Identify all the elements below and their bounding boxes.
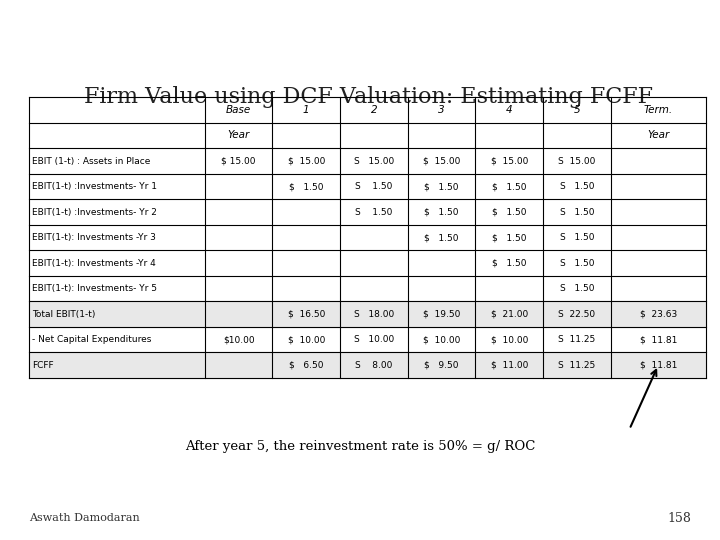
- Text: S   10.00: S 10.00: [354, 335, 394, 344]
- Text: 2: 2: [371, 105, 377, 115]
- Text: FCFF: FCFF: [32, 361, 54, 370]
- Text: S    1.50: S 1.50: [355, 207, 392, 217]
- Text: $  11.00: $ 11.00: [490, 361, 528, 370]
- Text: $  19.50: $ 19.50: [423, 309, 460, 319]
- Text: 4: 4: [506, 105, 513, 115]
- Text: $  15.00: $ 15.00: [423, 157, 460, 166]
- Text: S   1.50: S 1.50: [559, 207, 594, 217]
- Text: 1: 1: [303, 105, 310, 115]
- Text: S    8.00: S 8.00: [355, 361, 392, 370]
- Text: EBIT(1-t) :Investments- Yr 1: EBIT(1-t) :Investments- Yr 1: [32, 182, 158, 191]
- Bar: [29, 301, 706, 327]
- Text: $   1.50: $ 1.50: [424, 207, 459, 217]
- Text: $  15.00: $ 15.00: [287, 157, 325, 166]
- Text: $   1.50: $ 1.50: [492, 259, 526, 268]
- Text: $  15.00: $ 15.00: [490, 157, 528, 166]
- Text: EBIT(1-t): Investments -Yr 4: EBIT(1-t): Investments -Yr 4: [32, 259, 156, 268]
- Text: EBIT(1-t) :Investments- Yr 2: EBIT(1-t) :Investments- Yr 2: [32, 207, 157, 217]
- Text: Firm Value using DCF Valuation: Estimating FCFF: Firm Value using DCF Valuation: Estimati…: [84, 85, 654, 107]
- Text: $10.00: $10.00: [222, 335, 254, 344]
- Text: $  10.00: $ 10.00: [287, 335, 325, 344]
- Text: $   9.50: $ 9.50: [424, 361, 459, 370]
- Text: $   1.50: $ 1.50: [492, 233, 526, 242]
- Text: $   1.50: $ 1.50: [289, 182, 323, 191]
- Text: $   1.50: $ 1.50: [424, 182, 459, 191]
- Text: $   1.50: $ 1.50: [492, 207, 526, 217]
- Text: Term.: Term.: [644, 105, 672, 115]
- Text: Year: Year: [647, 131, 670, 140]
- Text: S   1.50: S 1.50: [559, 182, 594, 191]
- Text: $ 15.00: $ 15.00: [221, 157, 256, 166]
- Text: $  21.00: $ 21.00: [491, 309, 528, 319]
- Text: $  11.81: $ 11.81: [639, 335, 677, 344]
- Text: $  10.00: $ 10.00: [423, 335, 460, 344]
- Text: $   1.50: $ 1.50: [492, 182, 526, 191]
- Text: $  11.81: $ 11.81: [639, 361, 677, 370]
- Text: S  11.25: S 11.25: [559, 335, 595, 344]
- Text: After year 5, the reinvestment rate is 50% = g/ ROC: After year 5, the reinvestment rate is 5…: [185, 440, 535, 453]
- Text: EBIT(1-t): Investments- Yr 5: EBIT(1-t): Investments- Yr 5: [32, 284, 158, 293]
- Text: Base: Base: [226, 105, 251, 115]
- Bar: [29, 353, 706, 378]
- Text: Aswath Damodaran: Aswath Damodaran: [29, 514, 140, 523]
- Text: S   1.50: S 1.50: [559, 233, 594, 242]
- Text: $   6.50: $ 6.50: [289, 361, 323, 370]
- Text: S   1.50: S 1.50: [559, 259, 594, 268]
- Text: S    1.50: S 1.50: [355, 182, 392, 191]
- Text: EBIT (1-t) : Assets in Place: EBIT (1-t) : Assets in Place: [32, 157, 150, 166]
- Text: $  16.50: $ 16.50: [287, 309, 325, 319]
- Text: 158: 158: [29, 70, 55, 83]
- Text: 5: 5: [574, 105, 580, 115]
- Text: S  11.25: S 11.25: [559, 361, 595, 370]
- Text: 3: 3: [438, 105, 445, 115]
- Text: S  15.00: S 15.00: [558, 157, 595, 166]
- Text: $   1.50: $ 1.50: [424, 233, 459, 242]
- Text: S   15.00: S 15.00: [354, 157, 394, 166]
- Text: Total EBIT(1-t): Total EBIT(1-t): [32, 309, 96, 319]
- Text: S   18.00: S 18.00: [354, 309, 394, 319]
- Text: 158: 158: [667, 512, 691, 525]
- Text: Year: Year: [228, 131, 250, 140]
- Text: S  22.50: S 22.50: [559, 309, 595, 319]
- Text: $  23.63: $ 23.63: [639, 309, 677, 319]
- Text: S   1.50: S 1.50: [559, 284, 594, 293]
- Text: - Net Capital Expenditures: - Net Capital Expenditures: [32, 335, 152, 344]
- Text: $  10.00: $ 10.00: [490, 335, 528, 344]
- Text: EBIT(1-t): Investments -Yr 3: EBIT(1-t): Investments -Yr 3: [32, 233, 156, 242]
